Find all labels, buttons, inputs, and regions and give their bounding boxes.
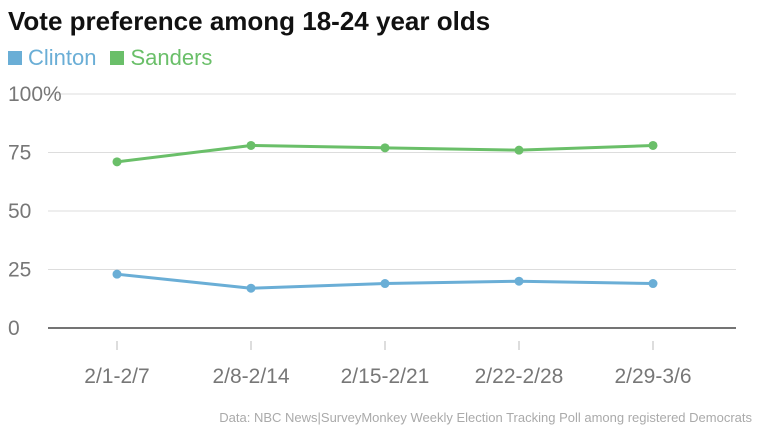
y-tick-label: 50: [8, 200, 31, 223]
legend-swatch-clinton: [8, 51, 22, 65]
y-tick-label: 0: [8, 317, 20, 340]
data-point-sanders: [648, 140, 658, 150]
source-note: Data: NBC News|SurveyMonkey Weekly Elect…: [219, 410, 752, 425]
x-tick-label: 2/8-2/14: [212, 365, 289, 388]
y-tick-label: 75: [8, 142, 31, 165]
x-tick-label: 2/15-2/21: [341, 365, 430, 388]
data-point-sanders: [246, 140, 256, 150]
legend-swatch-sanders: [110, 51, 125, 65]
data-point-clinton: [514, 276, 524, 286]
data-point-sanders: [380, 143, 390, 153]
legend-item-sanders: Sanders: [110, 45, 212, 71]
y-tick-label: 100%: [8, 83, 62, 106]
data-point-clinton: [246, 283, 256, 293]
chart-title: Vote preference among 18-24 year olds: [8, 6, 491, 36]
x-tick-label: 2/1-2/7: [84, 365, 149, 388]
legend-label-clinton: Clinton: [28, 45, 97, 70]
data-point-sanders: [112, 157, 122, 167]
data-point-clinton: [380, 279, 390, 289]
data-point-clinton: [648, 279, 658, 289]
data-point-sanders: [514, 145, 524, 155]
x-tick-label: 2/22-2/28: [475, 365, 564, 388]
y-tick-label: 25: [8, 259, 31, 282]
x-tick-label: 2/29-3/6: [614, 365, 691, 388]
legend: Clinton Sanders: [8, 45, 226, 71]
legend-item-clinton: Clinton: [8, 45, 96, 71]
data-point-clinton: [112, 269, 122, 279]
legend-label-sanders: Sanders: [130, 45, 213, 70]
